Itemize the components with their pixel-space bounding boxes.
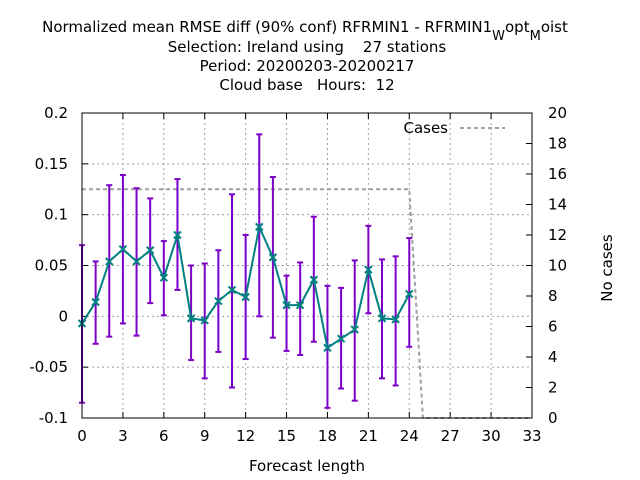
title-line-1: Normalized mean RMSE diff (90% conf) RFR…: [42, 18, 568, 44]
point-marker-b: [295, 300, 305, 310]
data-point: [350, 325, 359, 334]
y-tick-label: 0.2: [44, 104, 68, 122]
point-marker-b: [132, 257, 141, 266]
y-tick-label: 0: [58, 307, 68, 325]
data-point: [364, 265, 373, 274]
error-bar: [297, 261, 304, 356]
title-line-2: Selection: Ireland using 27 stations: [168, 38, 447, 56]
point-marker-b: [268, 253, 278, 262]
data-point: [118, 245, 128, 254]
data-point: [173, 230, 182, 240]
data-point: [214, 296, 223, 306]
x-tick-label: 21: [359, 427, 378, 445]
point-marker-b: [91, 297, 100, 307]
point-marker-b: [255, 222, 264, 232]
x-axis-ticks: 0 3 6 9 12 15 18 21 24 27 30 33: [77, 113, 542, 445]
x-tick-label: 18: [318, 427, 337, 445]
data-point: [145, 246, 155, 255]
point-marker-b: [350, 325, 359, 334]
data-point: [186, 314, 196, 323]
data-point: [282, 300, 291, 310]
x-tick-label: 0: [77, 427, 87, 445]
data-point: [91, 297, 100, 307]
x-tick-label: 6: [159, 427, 169, 445]
point-marker-b: [200, 316, 209, 325]
plot-frame: [81, 112, 533, 419]
y2-axis-ticks: 0 2 4 6 8 10 12 14 16 18 20: [526, 104, 567, 427]
point-marker-b: [173, 230, 182, 240]
point-marker-b: [391, 315, 400, 324]
rmse-series: [77, 222, 414, 353]
y2-tick-label: 20: [548, 104, 567, 122]
error-bar: [283, 274, 290, 352]
point-marker-b: [186, 314, 196, 323]
data-point: [295, 300, 305, 310]
x-tick-label: 27: [441, 427, 460, 445]
data-point: [241, 292, 250, 302]
data-point: [391, 315, 400, 324]
legend-label-cases: Cases: [403, 119, 448, 137]
point-marker-b: [323, 343, 332, 353]
data-point: [377, 314, 387, 323]
y-tick-label: -0.1: [39, 409, 68, 427]
y2-tick-label: 6: [548, 318, 558, 336]
y-tick-label: 0.1: [44, 206, 68, 224]
point-marker-b: [159, 273, 169, 282]
chart-title: Normalized mean RMSE diff (90% conf) RFR…: [42, 18, 568, 94]
x-tick-label: 33: [522, 427, 541, 445]
point-marker-b: [118, 245, 128, 254]
point-marker-b: [309, 275, 319, 284]
x-tick-label: 3: [118, 427, 128, 445]
title-line-3: Period: 20200203-20200217: [200, 57, 415, 75]
y2-axis-label: No cases: [598, 234, 616, 302]
data-point: [323, 343, 332, 353]
y2-tick-label: 14: [548, 196, 567, 214]
y2-tick-label: 18: [548, 135, 567, 153]
y2-tick-label: 4: [548, 348, 558, 366]
x-axis-label: Forecast length: [249, 457, 365, 475]
x-tick-label: 15: [277, 427, 296, 445]
data-point: [159, 273, 169, 282]
point-marker-b: [241, 292, 250, 302]
point-marker-b: [405, 289, 414, 299]
y2-tick-label: 8: [548, 287, 558, 305]
title-line-4: Cloud base Hours: 12: [219, 76, 394, 94]
point-marker-b: [105, 257, 114, 266]
point-marker-b: [377, 314, 387, 323]
y-tick-label: 0.15: [35, 155, 68, 173]
x-tick-label: 30: [482, 427, 501, 445]
x-tick-label: 9: [200, 427, 210, 445]
point-marker-b: [214, 296, 223, 306]
data-point: [105, 257, 114, 266]
point-marker-b: [364, 265, 373, 274]
y2-tick-label: 2: [548, 379, 558, 397]
data-point: [200, 316, 209, 325]
data-point: [255, 222, 264, 232]
data-point: [309, 275, 319, 284]
x-tick-label: 12: [236, 427, 255, 445]
data-point: [132, 257, 141, 266]
error-bar: [392, 255, 399, 387]
legend: Cases: [403, 119, 505, 137]
y-tick-label: -0.05: [29, 358, 68, 376]
error-bar: [406, 237, 413, 348]
y2-tick-label: 0: [548, 409, 558, 427]
point-marker-b: [336, 334, 346, 343]
y2-tick-label: 12: [548, 226, 567, 244]
x-tick-label: 24: [400, 427, 419, 445]
y2-tick-label: 16: [548, 165, 567, 183]
point-marker-b: [282, 300, 291, 310]
y2-tick-label: 10: [548, 257, 567, 275]
y-tick-label: 0.05: [35, 257, 68, 275]
point-marker-b: [227, 285, 237, 295]
data-point: [405, 289, 414, 299]
data-point: [268, 253, 278, 262]
data-point: [227, 285, 237, 295]
data-point: [336, 334, 346, 343]
point-marker-b: [145, 246, 155, 255]
y-axis-ticks: -0.1 -0.05 0 0.05 0.1 0.15 0.2: [29, 104, 88, 427]
